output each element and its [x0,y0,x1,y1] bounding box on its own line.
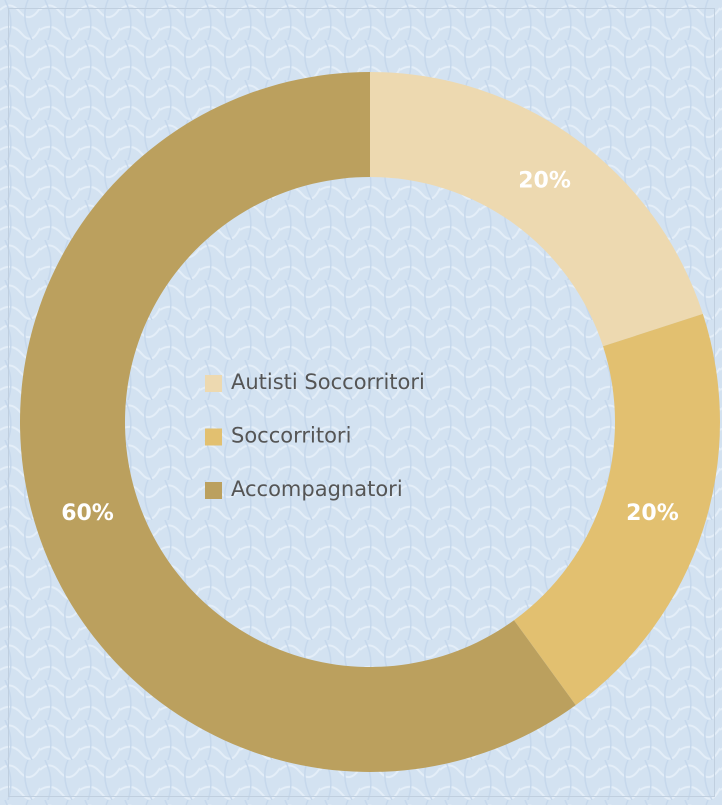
value-label: 20% [518,169,571,194]
legend-label: Autisti Soccorritori [231,370,425,394]
donut-segment [19,72,576,773]
value-label: 20% [626,501,679,526]
legend-swatch [205,428,222,446]
legend-label: Accompagnatori [231,477,403,501]
value-label: 60% [61,501,114,526]
legend-label: Soccorritori [231,424,351,448]
legend-swatch [205,482,222,499]
donut-segment [370,72,703,347]
donut-segment [514,313,720,706]
legend-swatch [205,375,222,392]
